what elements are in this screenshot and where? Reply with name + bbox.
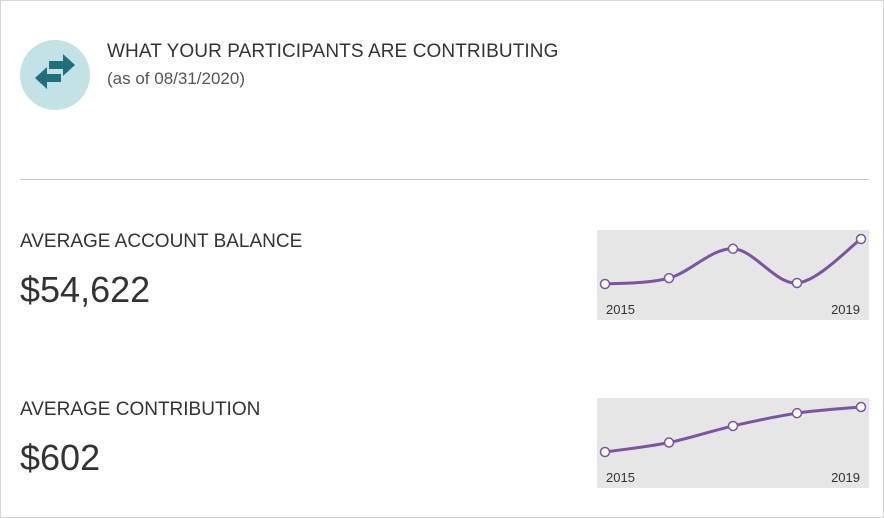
x-tick-label-end: 2019 xyxy=(831,470,860,485)
sparkline-point-2019 xyxy=(855,401,867,413)
card-title: WHAT YOUR PARTICIPANTS ARE CONTRIBUTING xyxy=(107,41,559,62)
average-account-balance-label: AVERAGE ACCOUNT BALANCE xyxy=(20,231,303,252)
as-of-date: (as of 08/31/2020) xyxy=(107,69,245,88)
transfer-arrows-icon xyxy=(20,40,90,110)
sparkline-point-2017 xyxy=(727,243,739,255)
account-balance-sparkline: 2015 2019 xyxy=(597,230,869,320)
x-tick-label-start: 2015 xyxy=(606,470,635,485)
divider xyxy=(20,179,869,180)
average-contribution-value: $602 xyxy=(20,437,101,478)
average-contribution-label: AVERAGE CONTRIBUTION xyxy=(20,399,261,420)
sparkline-point-2017 xyxy=(727,420,739,432)
x-tick-label-start: 2015 xyxy=(606,302,635,317)
sparkline-point-2018 xyxy=(791,407,803,419)
x-tick-label-end: 2019 xyxy=(831,302,860,317)
sparkline-point-2015 xyxy=(599,278,611,290)
sparkline-point-2019 xyxy=(855,233,867,245)
contribution-sparkline: 2015 2019 xyxy=(597,398,869,488)
sparkline-point-2016 xyxy=(663,272,675,284)
sparkline-point-2016 xyxy=(663,437,675,448)
sparkline-point-2015 xyxy=(599,446,611,458)
average-account-balance-value: $54,622 xyxy=(20,269,151,310)
sparkline-point-2018 xyxy=(791,277,803,289)
